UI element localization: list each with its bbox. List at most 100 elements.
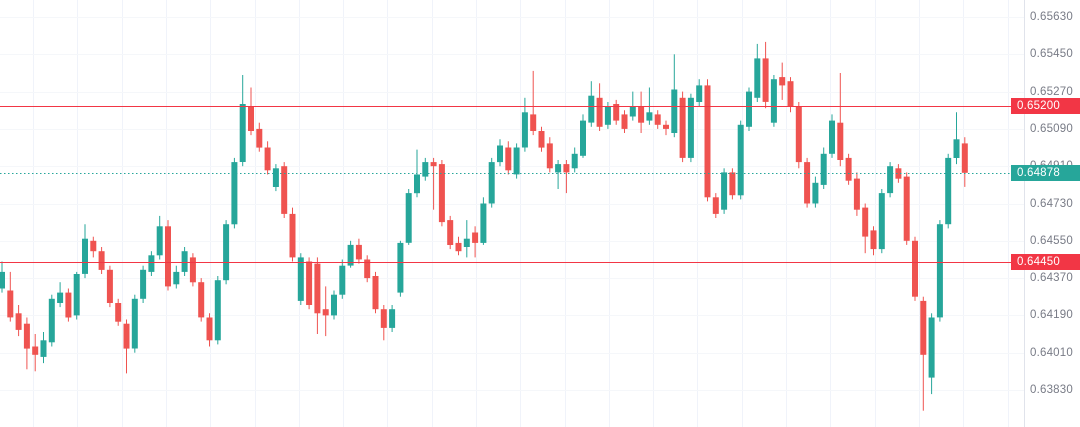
candle-up bbox=[829, 120, 835, 154]
price-tick-label: 0.65090 bbox=[1030, 123, 1073, 135]
candle-down bbox=[654, 114, 661, 125]
candle-down bbox=[663, 124, 669, 129]
candle-up bbox=[181, 251, 188, 272]
candle-up bbox=[331, 294, 337, 316]
price-tick-label: 0.65270 bbox=[1030, 86, 1073, 98]
candle-up bbox=[214, 280, 221, 341]
candle-up bbox=[156, 226, 163, 256]
candle-up bbox=[422, 162, 429, 177]
candle-up bbox=[73, 274, 80, 316]
price-level-badge: 0.64450 bbox=[1011, 254, 1080, 270]
candles-series bbox=[0, 41, 968, 411]
candle-down bbox=[804, 162, 811, 204]
candle-down bbox=[679, 97, 686, 158]
price-tick-label: 0.64550 bbox=[1030, 235, 1073, 247]
candle-down bbox=[32, 346, 39, 355]
candle-up bbox=[82, 238, 88, 274]
price-tick-label: 0.65630 bbox=[1030, 11, 1073, 23]
candle-up bbox=[555, 164, 562, 173]
candle-up bbox=[696, 85, 703, 102]
candle-up bbox=[812, 182, 819, 204]
candle-down bbox=[115, 303, 122, 322]
candle-up bbox=[754, 58, 761, 98]
candle-up bbox=[488, 162, 495, 204]
candle-up bbox=[347, 244, 354, 266]
candle-up bbox=[397, 242, 404, 293]
candle-down bbox=[322, 309, 329, 316]
candle-up bbox=[463, 238, 470, 247]
candle-up bbox=[40, 340, 47, 357]
candle-up bbox=[646, 112, 653, 121]
candle-up bbox=[737, 124, 744, 196]
candle-down bbox=[546, 143, 553, 169]
price-tick-label: 0.64010 bbox=[1030, 347, 1073, 359]
candle-down bbox=[380, 309, 387, 328]
candle-down bbox=[289, 213, 296, 258]
candle-up bbox=[405, 193, 412, 243]
candle-down bbox=[430, 162, 437, 167]
candle-up bbox=[57, 292, 64, 303]
price-axis[interactable] bbox=[1024, 0, 1080, 427]
candle-up bbox=[414, 174, 420, 194]
candle-up bbox=[887, 166, 894, 194]
candle-down bbox=[712, 197, 719, 214]
price-axis-border bbox=[1024, 0, 1025, 427]
candle-down bbox=[447, 220, 454, 245]
candle-down bbox=[7, 290, 14, 318]
candle-up bbox=[588, 95, 595, 123]
candle-up bbox=[223, 224, 230, 281]
candle-up bbox=[687, 97, 694, 158]
candle-down bbox=[895, 168, 902, 179]
candle-down bbox=[256, 128, 263, 148]
candle-up bbox=[0, 271, 5, 289]
candle-up bbox=[521, 112, 528, 148]
candle-down bbox=[455, 242, 462, 252]
candle-up bbox=[746, 91, 752, 127]
candle-up bbox=[878, 193, 885, 250]
candle-down bbox=[106, 269, 113, 303]
candle-down bbox=[530, 114, 537, 131]
candle-down bbox=[862, 207, 869, 237]
candle-up bbox=[272, 168, 279, 187]
candle-down bbox=[438, 164, 445, 223]
candle-up bbox=[148, 255, 155, 272]
candle-up bbox=[389, 309, 396, 328]
candle-up bbox=[953, 139, 960, 158]
candle-down bbox=[264, 147, 271, 171]
candle-down bbox=[845, 157, 852, 181]
candle-down bbox=[248, 106, 254, 131]
candle-down bbox=[98, 251, 105, 270]
candle-up bbox=[339, 265, 346, 295]
candle-up bbox=[480, 203, 487, 243]
candle-up bbox=[173, 271, 180, 285]
candle-down bbox=[613, 104, 620, 121]
candle-down bbox=[596, 97, 603, 127]
candle-up bbox=[671, 89, 678, 133]
candle-up bbox=[239, 104, 246, 162]
candle-up bbox=[936, 224, 943, 318]
candle-down bbox=[355, 244, 362, 260]
candle-down bbox=[729, 172, 736, 196]
candle-down bbox=[961, 143, 968, 173]
candle-down bbox=[123, 323, 130, 349]
candle-up bbox=[629, 106, 636, 117]
candle-down bbox=[795, 106, 802, 163]
candle-down bbox=[206, 317, 213, 341]
candle-up bbox=[928, 317, 935, 378]
candle-down bbox=[314, 263, 321, 314]
candle-down bbox=[472, 232, 479, 243]
candle-down bbox=[364, 259, 371, 279]
price-tick-label: 0.64370 bbox=[1030, 272, 1073, 284]
candle-down bbox=[779, 77, 786, 86]
candle-up bbox=[48, 298, 55, 343]
price-tick-label: 0.63830 bbox=[1030, 384, 1073, 396]
candle-up bbox=[513, 147, 520, 175]
candle-down bbox=[870, 230, 877, 250]
candle-up bbox=[297, 257, 304, 301]
candle-down bbox=[621, 114, 628, 129]
candle-down bbox=[23, 323, 30, 349]
candle-up bbox=[131, 298, 138, 349]
candle-down bbox=[903, 176, 910, 241]
price-tick-label: 0.64730 bbox=[1030, 198, 1073, 210]
